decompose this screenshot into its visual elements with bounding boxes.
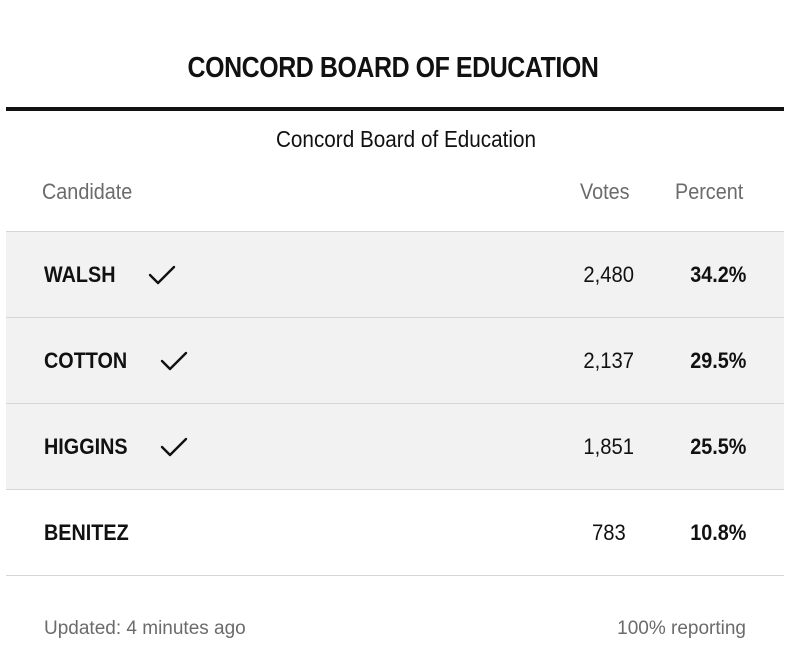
vote-count: 1,851: [583, 434, 634, 459]
table-row: WALSH 2,480 34.2%: [6, 231, 784, 317]
title-divider: [6, 107, 784, 111]
table-row: HIGGINS 1,851 25.5%: [6, 403, 784, 489]
column-header-votes: Votes: [580, 179, 630, 204]
candidate-name: WALSH: [44, 262, 116, 287]
vote-percent: 29.5%: [689, 348, 746, 373]
vote-count: 2,480: [583, 262, 634, 287]
updated-timestamp: Updated: 4 minutes ago: [44, 618, 246, 639]
candidate-name: HIGGINS: [44, 434, 128, 459]
check-icon: [160, 350, 188, 372]
vote-percent: 34.2%: [689, 262, 746, 287]
check-icon: [160, 436, 188, 458]
column-header-candidate: Candidate: [42, 179, 133, 204]
vote-percent: 25.5%: [689, 434, 746, 459]
results-table: WALSH 2,480 34.2% COTTON 2,137 29.5% HIG…: [6, 231, 784, 576]
page-title: CONCORD BOARD OF EDUCATION: [187, 52, 599, 84]
vote-count: 2,137: [583, 348, 634, 373]
vote-count: 783: [592, 520, 626, 545]
candidate-name: BENITEZ: [44, 520, 129, 545]
column-header-percent: Percent: [675, 179, 744, 204]
check-icon: [148, 264, 176, 286]
vote-percent: 10.8%: [689, 520, 746, 545]
reporting-status: 100% reporting: [617, 618, 746, 639]
table-row: COTTON 2,137 29.5%: [6, 317, 784, 403]
candidate-name: COTTON: [44, 348, 128, 373]
race-name: Concord Board of Education: [275, 126, 537, 152]
table-row: BENITEZ 783 10.8%: [6, 489, 784, 576]
